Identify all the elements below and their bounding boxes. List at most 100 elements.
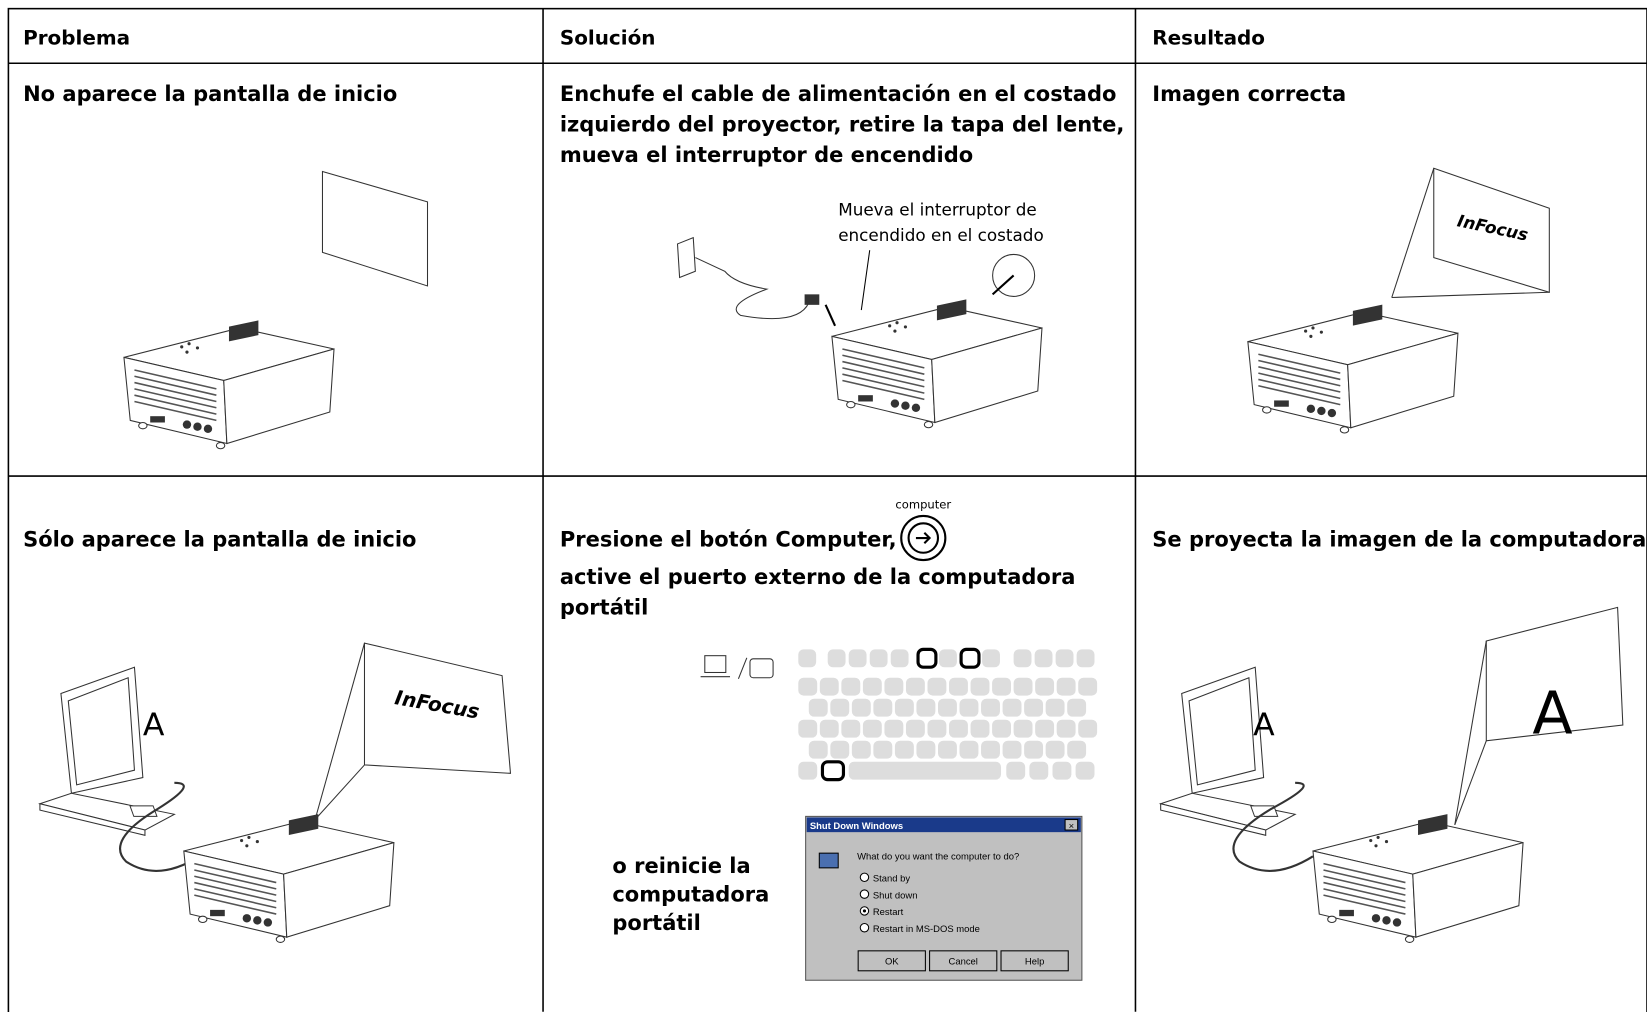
key — [1029, 761, 1049, 780]
key — [819, 677, 839, 696]
key — [1034, 649, 1053, 668]
key — [841, 719, 861, 738]
computer-button — [900, 514, 947, 562]
illustration — [123, 170, 429, 450]
key — [1075, 761, 1095, 780]
key — [1056, 677, 1076, 696]
header-cell: Problema — [23, 25, 130, 49]
keyboard — [798, 647, 1098, 782]
problem-text: Sólo aparece la pantalla de inicio — [23, 527, 416, 551]
key — [848, 761, 1002, 780]
key — [1013, 677, 1033, 696]
key — [939, 649, 957, 668]
table-grid — [7, 7, 1647, 1012]
alternative-text: o reinicie la — [612, 854, 750, 878]
key — [1045, 740, 1065, 759]
key — [884, 719, 904, 738]
key — [798, 677, 818, 696]
key — [798, 761, 818, 780]
key — [798, 719, 818, 738]
key — [905, 719, 925, 738]
dialog-button[interactable]: Cancel — [949, 956, 978, 967]
key — [1035, 719, 1055, 738]
callout: Mueva el interruptor de — [838, 200, 1037, 220]
key — [949, 677, 968, 696]
key — [905, 677, 925, 696]
key — [1006, 761, 1026, 780]
key — [916, 698, 936, 717]
key — [970, 677, 990, 696]
key — [873, 740, 893, 759]
key — [927, 719, 947, 738]
key — [1024, 698, 1044, 717]
key — [884, 677, 904, 696]
key — [1076, 649, 1095, 668]
key — [916, 740, 936, 759]
illustration: InFocus — [1247, 167, 1550, 434]
key — [1056, 719, 1076, 738]
key — [862, 719, 882, 738]
key — [830, 698, 850, 717]
key — [927, 677, 947, 696]
illustration: A InFocus A A — [39, 606, 1624, 944]
key — [827, 649, 846, 668]
key — [937, 740, 957, 759]
key — [1035, 677, 1055, 696]
key — [982, 649, 1000, 668]
key — [959, 740, 979, 759]
dialog-question: What do you want the computer to do? — [857, 851, 1019, 862]
screen-letter: A — [1253, 708, 1275, 744]
key — [1013, 719, 1033, 738]
callout: encendido en el costado — [838, 225, 1044, 245]
laptop-icon — [700, 655, 774, 679]
key — [798, 649, 817, 668]
key — [981, 740, 1000, 759]
button-label: computer — [895, 498, 951, 512]
dialog-button[interactable]: OK — [885, 956, 899, 967]
key — [949, 719, 968, 738]
key — [959, 698, 979, 717]
alternative-text: computadora — [612, 882, 769, 906]
key — [981, 698, 1000, 717]
key — [1078, 677, 1098, 696]
solution-text: mueva el interruptor de encendido — [560, 143, 973, 167]
dialog-option[interactable]: Restart — [873, 907, 904, 918]
solution-text: Enchufe el cable de alimentación en el c… — [560, 82, 1117, 106]
svg-text:×: × — [1069, 821, 1075, 832]
dialog-option[interactable]: Stand by — [873, 874, 911, 885]
key — [819, 719, 839, 738]
dialog: Shut Down Windows × What do you want the… — [805, 815, 1083, 981]
key — [890, 649, 909, 668]
key — [820, 760, 846, 782]
dialog-option[interactable]: Restart in MS-DOS mode — [873, 924, 980, 935]
key — [1067, 740, 1087, 759]
key — [959, 647, 981, 669]
header-cell: Resultado — [1152, 25, 1265, 49]
illustration — [676, 236, 1043, 429]
key — [873, 698, 893, 717]
key — [848, 649, 867, 668]
key — [841, 677, 861, 696]
key — [808, 740, 828, 759]
result-text: Imagen correcta — [1152, 82, 1346, 106]
solution-text: portátil — [560, 596, 648, 620]
key — [851, 698, 871, 717]
key — [851, 740, 871, 759]
key — [992, 677, 1011, 696]
key — [1055, 649, 1074, 668]
result-text: Se proyecta la imagen de la computadora — [1152, 527, 1646, 551]
key — [830, 740, 850, 759]
screen-letter: A — [1532, 678, 1572, 747]
key — [894, 740, 914, 759]
solution-text: Presione el botón Computer, — [560, 527, 897, 551]
key — [937, 698, 957, 717]
key — [808, 698, 828, 717]
key — [1067, 698, 1087, 717]
dialog-option[interactable]: Shut down — [873, 890, 918, 901]
key — [894, 698, 914, 717]
dialog-title: Shut Down Windows — [810, 821, 903, 832]
dialog-button[interactable]: Help — [1025, 956, 1044, 967]
alternative-text: portátil — [612, 911, 700, 935]
key — [869, 649, 888, 668]
key — [1013, 649, 1032, 668]
